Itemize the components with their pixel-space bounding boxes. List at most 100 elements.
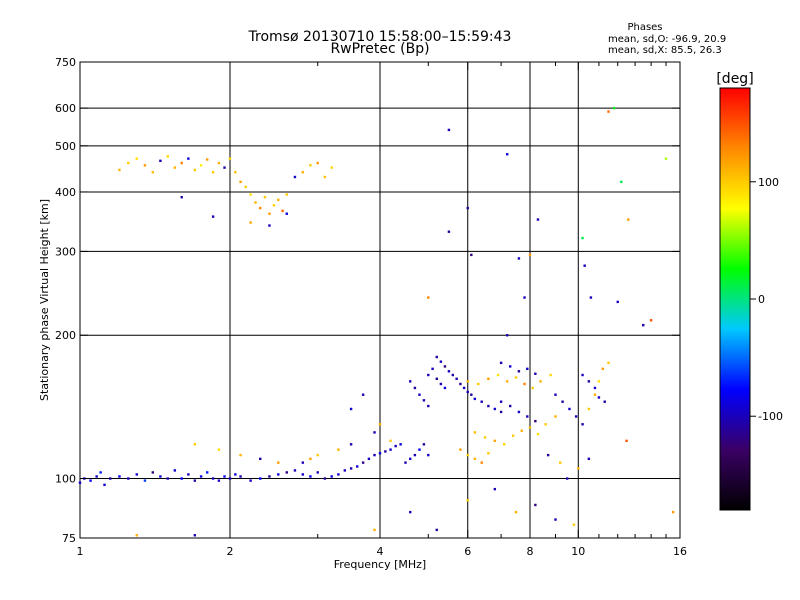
data-point — [520, 429, 523, 432]
data-point — [477, 382, 480, 386]
data-point — [378, 423, 382, 426]
data-point — [574, 415, 578, 418]
y-tick-label: 300 — [55, 245, 76, 258]
data-point — [277, 198, 280, 202]
data-point — [239, 453, 242, 457]
y-axis-label: Stationary phase Virtual Height [km] — [38, 199, 51, 401]
data-point — [373, 453, 376, 457]
data-point — [554, 415, 557, 418]
data-point — [418, 448, 421, 451]
data-point — [193, 168, 197, 172]
data-point — [399, 443, 402, 446]
colorbar-tick-label: 0 — [758, 293, 765, 306]
data-point — [587, 380, 591, 383]
data-point — [263, 195, 267, 199]
data-point — [534, 419, 537, 423]
data-point — [118, 475, 121, 478]
data-point — [593, 386, 597, 390]
data-point — [534, 503, 537, 507]
data-point — [597, 396, 601, 399]
data-point — [427, 453, 430, 457]
data-point — [505, 334, 509, 337]
data-point — [536, 432, 540, 436]
data-point — [612, 106, 616, 110]
data-point — [211, 215, 215, 218]
y-tick-label: 500 — [55, 140, 76, 153]
data-point — [435, 377, 438, 380]
data-point — [337, 473, 340, 476]
x-axis-label: Frequency [MHz] — [334, 558, 426, 571]
y-axis-ticks: 75 100 200 300 400 500 600 750 — [55, 56, 680, 545]
data-point — [642, 323, 645, 327]
data-point — [517, 410, 521, 414]
colorbar-label: [deg] — [716, 71, 753, 87]
data-point — [378, 452, 382, 455]
x-tick-label: 4 — [377, 545, 384, 558]
x-tick-label: 2 — [227, 545, 234, 558]
data-point — [404, 461, 407, 464]
data-point — [309, 164, 312, 167]
data-point — [502, 443, 506, 446]
data-point — [627, 218, 630, 221]
data-point — [455, 377, 458, 380]
data-point — [409, 380, 412, 383]
data-point — [470, 393, 473, 396]
data-point — [159, 475, 162, 478]
data-point — [330, 166, 333, 169]
data-point — [367, 457, 371, 461]
data-point — [343, 469, 347, 472]
data-point — [95, 475, 98, 478]
data-point — [511, 434, 515, 437]
data-point — [259, 457, 262, 461]
data-point — [301, 171, 305, 174]
data-point — [394, 444, 397, 448]
data-point — [587, 457, 591, 461]
data-point — [118, 168, 121, 172]
data-point — [514, 510, 518, 514]
data-point — [427, 296, 430, 299]
data-point — [199, 475, 203, 478]
data-point — [268, 212, 271, 215]
data-point — [309, 475, 312, 478]
data-point — [435, 355, 438, 359]
data-point — [459, 382, 462, 386]
y-tick-label: 200 — [55, 329, 76, 342]
data-point — [211, 477, 215, 480]
data-point — [239, 475, 242, 478]
data-point — [572, 523, 576, 526]
data-point — [268, 475, 271, 478]
data-point — [603, 400, 606, 403]
data-point — [459, 448, 462, 451]
data-point — [554, 518, 557, 521]
data-point — [228, 477, 232, 480]
data-point — [544, 423, 547, 426]
data-point — [528, 253, 532, 257]
data-point — [487, 404, 490, 408]
x-tick-label: 1 — [77, 545, 84, 558]
x-tick-label: 6 — [464, 545, 471, 558]
data-point — [534, 372, 537, 375]
data-point — [205, 471, 209, 474]
y-tick-label: 100 — [55, 473, 76, 486]
data-point — [462, 386, 466, 390]
data-point — [505, 153, 509, 156]
data-point — [259, 477, 262, 480]
data-point — [549, 373, 552, 377]
data-point — [349, 443, 353, 446]
data-point — [159, 159, 162, 163]
data-point — [561, 400, 564, 403]
data-point — [277, 473, 280, 476]
data-point — [217, 479, 221, 482]
data-point — [526, 367, 529, 371]
colorbar-gradient — [719, 87, 751, 511]
data-point — [439, 360, 443, 363]
data-point — [473, 457, 477, 461]
data-point — [166, 155, 169, 158]
data-point — [480, 461, 483, 464]
data-point — [435, 528, 438, 532]
data-point — [531, 386, 534, 390]
data-point — [337, 448, 340, 451]
data-point — [323, 175, 327, 179]
data-point — [483, 436, 487, 439]
data-point — [671, 510, 675, 514]
